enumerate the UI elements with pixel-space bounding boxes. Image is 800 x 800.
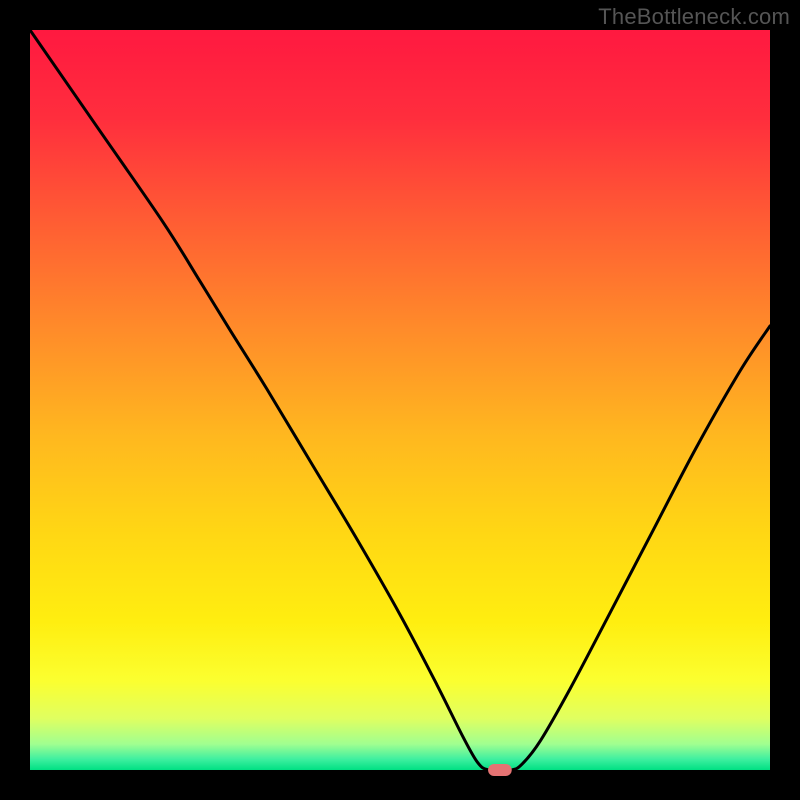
- optimal-marker: [488, 764, 512, 776]
- chart-svg: [0, 0, 800, 800]
- watermark-text: TheBottleneck.com: [598, 4, 790, 30]
- chart-root: TheBottleneck.com: [0, 0, 800, 800]
- plot-background: [30, 30, 770, 770]
